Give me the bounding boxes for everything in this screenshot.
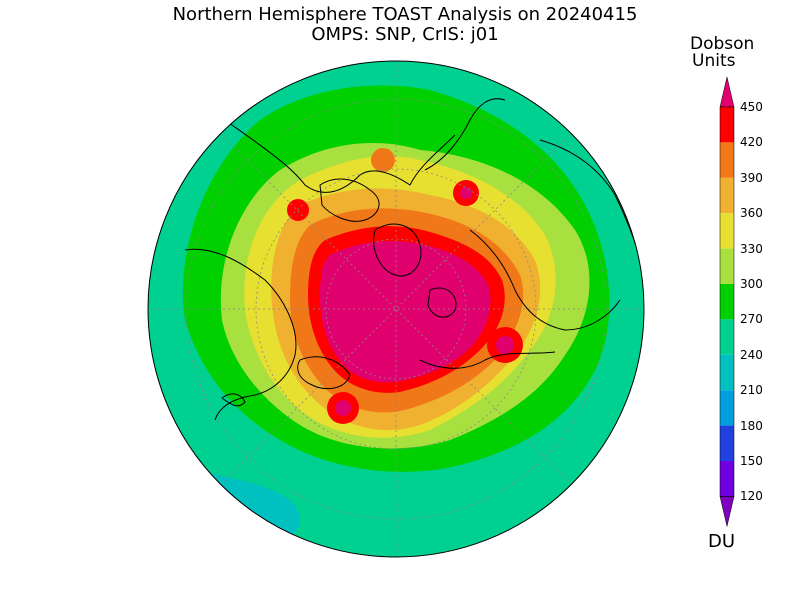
colorbar-outline	[719, 106, 735, 497]
colorbar-segment	[720, 354, 734, 391]
colorbar-unit-label: DU	[708, 531, 736, 552]
colorbar-tick-label: 300	[740, 277, 763, 291]
coast-north-america-west	[419, 351, 556, 369]
coast-hudson-bay	[427, 287, 457, 318]
colorbar-title-units: Units	[692, 51, 736, 71]
latitude-circle-50	[255, 168, 537, 450]
colorbar-tick-label: 180	[740, 418, 763, 433]
colorbar-segment	[720, 461, 734, 497]
colorbar-tick-label: 360	[740, 206, 763, 221]
colorbar-tick-label: 150	[740, 454, 763, 468]
contour-max-s-core	[335, 400, 351, 416]
coast-eurasia-north	[224, 119, 456, 193]
contour-max-nw-core	[460, 187, 472, 199]
colorbar-top-arrow	[719, 76, 735, 108]
colorbar-bottom-arrow	[719, 496, 735, 527]
contour-450	[320, 241, 491, 383]
colorbar-segment	[720, 284, 734, 320]
contour-max-ne	[287, 199, 309, 221]
coast-alaska	[297, 356, 351, 390]
map-border	[147, 60, 645, 558]
colorbar-segment	[720, 142, 734, 178]
map-subtitle: OMPS: SNP, CrIS: j01	[311, 24, 499, 45]
colorbar-title: Dobson	[690, 34, 755, 54]
ozone-contours	[148, 61, 644, 557]
colorbar-tick-label: 240	[740, 347, 763, 362]
contour-210-low	[200, 470, 300, 541]
colorbar-tick-label: 270	[740, 312, 763, 327]
colorbar-tick-label: 330	[740, 241, 763, 256]
colorbar-tick-label: 420	[740, 135, 763, 150]
coast-europe-scandinavia	[424, 98, 506, 171]
colorbar-tick-label: 450	[740, 100, 763, 114]
colorbar-segment	[720, 319, 734, 355]
colorbar-segment	[720, 107, 734, 143]
colorbar-segment	[720, 248, 734, 284]
colorbar	[719, 76, 735, 527]
contour-max-n	[371, 148, 395, 172]
colorbar-tick-label: 210	[740, 383, 763, 398]
coast-greenland	[319, 178, 380, 222]
colorbar-segment	[720, 425, 734, 461]
graticule	[148, 61, 644, 557]
latitude-circle-30	[185, 98, 607, 520]
colorbar-tick-label: 120	[740, 489, 763, 504]
contour-max-e-core	[496, 336, 514, 354]
colorbar-segment	[720, 177, 734, 214]
coast-asia-pacific	[184, 248, 297, 421]
colorbar-segment	[720, 213, 734, 249]
colorbar-tick-label: 390	[740, 170, 763, 185]
coast-north-america-east	[469, 229, 621, 331]
colorbar-segment	[720, 390, 734, 426]
coast-japan	[221, 393, 246, 407]
map-title: Northern Hemisphere TOAST Analysis on 20…	[172, 4, 638, 25]
latitude-circle-70	[325, 238, 467, 380]
coast-arctic-islands	[373, 223, 422, 277]
